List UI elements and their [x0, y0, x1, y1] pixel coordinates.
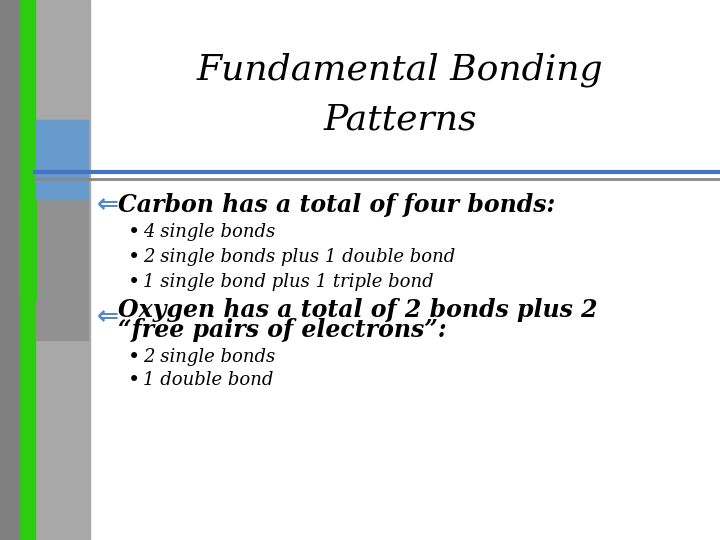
- Bar: [36, 120, 88, 200]
- Text: •: •: [128, 347, 140, 367]
- Text: •: •: [128, 370, 140, 390]
- Text: ⇐: ⇐: [97, 192, 119, 218]
- Text: •: •: [128, 247, 140, 267]
- Bar: [20, 0, 35, 540]
- Text: “free pairs of electrons”:: “free pairs of electrons”:: [118, 318, 446, 342]
- Text: Fundamental Bonding: Fundamental Bonding: [197, 53, 603, 87]
- Text: 2 single bonds plus 1 double bond: 2 single bonds plus 1 double bond: [143, 248, 455, 266]
- Text: Carbon has a total of four bonds:: Carbon has a total of four bonds:: [118, 193, 555, 217]
- Text: •: •: [128, 272, 140, 292]
- Text: 2 single bonds: 2 single bonds: [143, 348, 275, 366]
- Text: •: •: [128, 222, 140, 242]
- Bar: [20, 200, 36, 300]
- Bar: [0, 0, 20, 540]
- Bar: [36, 200, 88, 340]
- Text: 1 double bond: 1 double bond: [143, 371, 274, 389]
- Bar: [90, 0, 720, 540]
- Text: ⇐: ⇐: [97, 304, 119, 330]
- Text: Patterns: Patterns: [323, 103, 477, 137]
- Text: 4 single bonds: 4 single bonds: [143, 223, 275, 241]
- Bar: [35, 0, 90, 540]
- Text: Oxygen has a total of 2 bonds plus 2: Oxygen has a total of 2 bonds plus 2: [118, 298, 598, 322]
- Text: 1 single bond plus 1 triple bond: 1 single bond plus 1 triple bond: [143, 273, 433, 291]
